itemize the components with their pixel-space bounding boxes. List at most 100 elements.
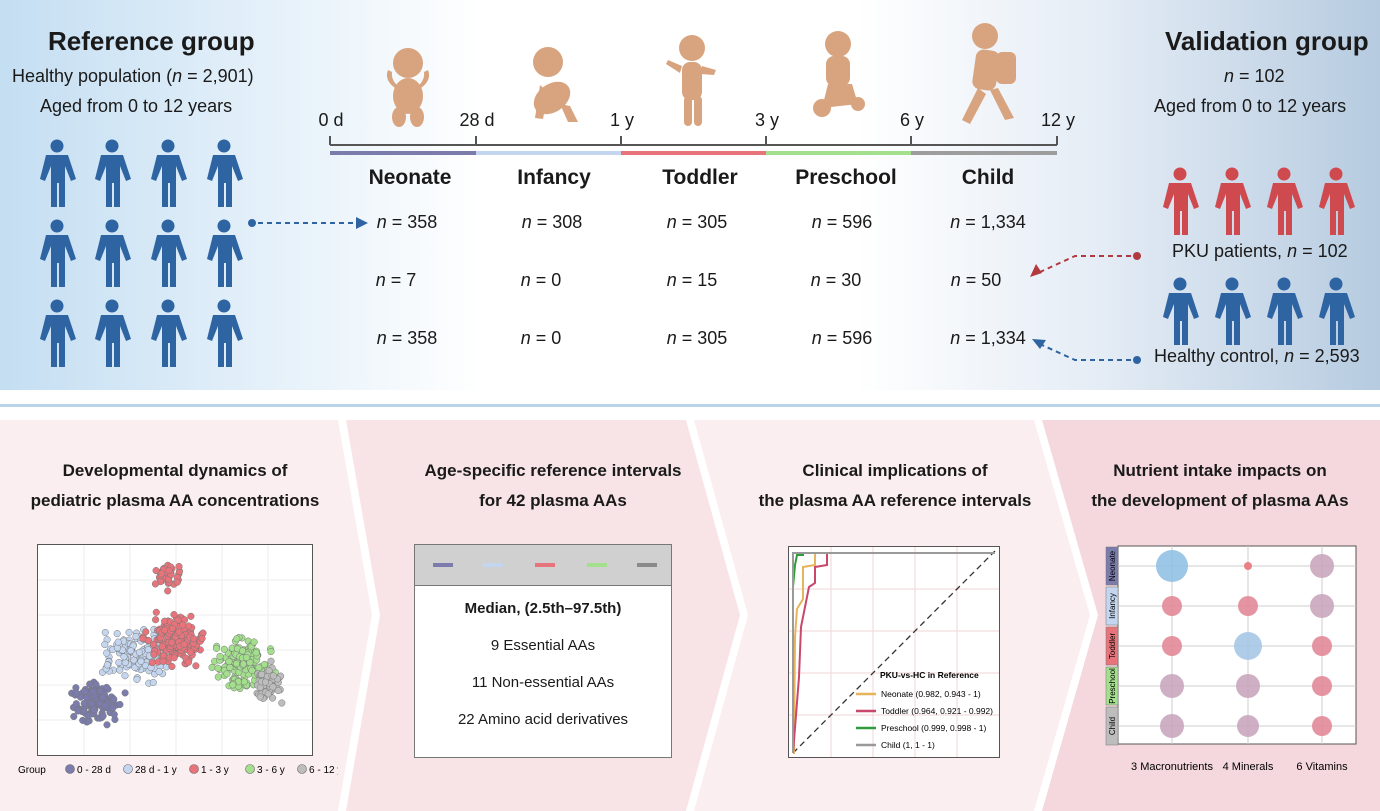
- bubble-row-label: Infancy: [1108, 593, 1117, 619]
- color-dash-infancy: [483, 563, 503, 567]
- pca-point: [159, 657, 167, 665]
- bubble-column-label: 4 Minerals: [1223, 761, 1274, 773]
- pca-point: [127, 647, 135, 655]
- timeline: [329, 23, 1058, 155]
- roc-legend-label: Preschool (0.999, 0.998 - 1): [881, 723, 987, 733]
- pca-point: [261, 678, 270, 686]
- count-pku-toddler: n = 15: [666, 270, 718, 290]
- pca-point: [264, 690, 272, 698]
- panel-1-title: Developmental dynamics of pediatric plasm…: [30, 461, 320, 510]
- color-dash-child: [637, 563, 657, 567]
- count-hc-preschool: n = 596: [811, 328, 873, 348]
- pca-point: [179, 621, 187, 629]
- bubble-point: [1156, 550, 1188, 582]
- pca-legend-label: 3 - 6 y: [257, 765, 285, 776]
- pca-point: [260, 660, 268, 669]
- panel-3-title: Clinical implications of the plasma AA re…: [758, 461, 1032, 510]
- pca-point: [269, 683, 277, 691]
- pca-legend-title: Group: [18, 765, 46, 776]
- bubble-row-label: Neonate: [1108, 550, 1117, 581]
- pca-point: [229, 681, 237, 689]
- roc-plot-frame: [788, 546, 1000, 758]
- pca-point: [240, 678, 248, 686]
- section-divider: [0, 404, 1380, 407]
- count-pku-neonate: n = 7: [375, 270, 417, 290]
- pca-legend-label: 28 d - 1 y: [135, 765, 177, 776]
- pca-point: [170, 654, 178, 662]
- tick-label-0d: 0 d: [318, 110, 344, 130]
- pca-legend-marker: [245, 764, 255, 774]
- pca-point: [90, 706, 98, 714]
- pca-point: [116, 700, 124, 709]
- pca-point: [103, 683, 111, 691]
- bubble-point: [1238, 596, 1258, 616]
- essential-aas-label: 9 Essential AAs: [490, 637, 596, 654]
- pca-point: [70, 712, 78, 721]
- pca-point: [187, 612, 195, 620]
- pca-plot-frame: [37, 544, 313, 756]
- bubble-column-label: 6 Vitamins: [1296, 761, 1348, 773]
- pca-point: [116, 666, 124, 674]
- pca-point: [226, 663, 234, 672]
- pca-legend-label: 1 - 3 y: [201, 765, 229, 776]
- bubble-row-label: Child: [1108, 717, 1117, 735]
- nutrient-bubble-plot: Neonate Infancy Toddler Preschool Child 3 Mac…: [1105, 545, 1357, 773]
- pca-legend-label: 0 - 28 d: [77, 765, 111, 776]
- pca-point: [135, 648, 143, 656]
- panel-2-title: Age-specific reference intervals for 42 p…: [424, 461, 682, 510]
- pca-point: [212, 644, 221, 652]
- count-pku-infancy: n = 0: [520, 270, 562, 290]
- pca-point: [250, 638, 258, 646]
- pca-point: [148, 659, 156, 667]
- bubble-point: [1310, 594, 1334, 618]
- tick-label-3y: 3 y: [754, 110, 779, 130]
- pca-point: [232, 660, 240, 668]
- pca-point: [225, 658, 233, 666]
- pca-point: [121, 689, 129, 697]
- bubble-point: [1160, 674, 1184, 698]
- aa-derivatives-label: 22 Amino acid derivatives: [457, 711, 629, 728]
- infant-figure-icon: [533, 47, 578, 122]
- pca-point: [79, 707, 88, 715]
- pca-point: [113, 630, 121, 638]
- count-hc-child: n = 1,334: [950, 328, 1026, 348]
- neonate-figure-icon: [386, 48, 430, 127]
- pca-point: [155, 668, 163, 676]
- bubble-row-strip: [1105, 546, 1119, 586]
- pca-point: [168, 662, 176, 671]
- roc-diagonal: [792, 550, 996, 754]
- bubble-point: [1312, 676, 1332, 696]
- roc-toddler-line: [792, 552, 995, 754]
- bubble-point: [1160, 714, 1184, 738]
- pca-point: [267, 648, 275, 656]
- reference-group-title: Reference group: [48, 26, 255, 56]
- roc-neonate-line: [793, 552, 995, 754]
- pca-legend-marker: [123, 764, 133, 774]
- pca-point: [149, 678, 157, 687]
- pca-point: [84, 711, 93, 719]
- pca-legend: Group 0 - 28 d 28 d - 1 y 1 - 3 y 3 - 6 y 6 …: [18, 764, 338, 776]
- pca-point: [239, 647, 247, 655]
- validation-group-title: Validation group: [1165, 26, 1369, 56]
- count-reference-toddler: n = 305: [666, 212, 728, 232]
- reference-arrow: [248, 217, 368, 229]
- pca-point: [120, 653, 128, 661]
- pca-point: [233, 635, 241, 643]
- pca-point: [121, 672, 129, 680]
- count-hc-toddler: n = 305: [666, 328, 728, 348]
- bubble-point: [1162, 636, 1182, 656]
- count-hc-neonate: n = 358: [376, 328, 438, 348]
- bubble-row-strip: [1105, 626, 1119, 666]
- bubble-point: [1312, 636, 1332, 656]
- pca-point: [180, 640, 188, 648]
- bubble-row-label: Toddler: [1108, 633, 1117, 660]
- card-header-bar: [415, 545, 671, 586]
- pca-point: [274, 686, 282, 695]
- count-pku-child: n = 50: [950, 270, 1002, 290]
- pca-point: [173, 578, 181, 586]
- toddler-figure-icon: [666, 35, 716, 126]
- pca-point: [101, 702, 109, 710]
- pca-point: [164, 587, 172, 595]
- pca-point: [158, 570, 166, 578]
- pca-point: [81, 688, 89, 696]
